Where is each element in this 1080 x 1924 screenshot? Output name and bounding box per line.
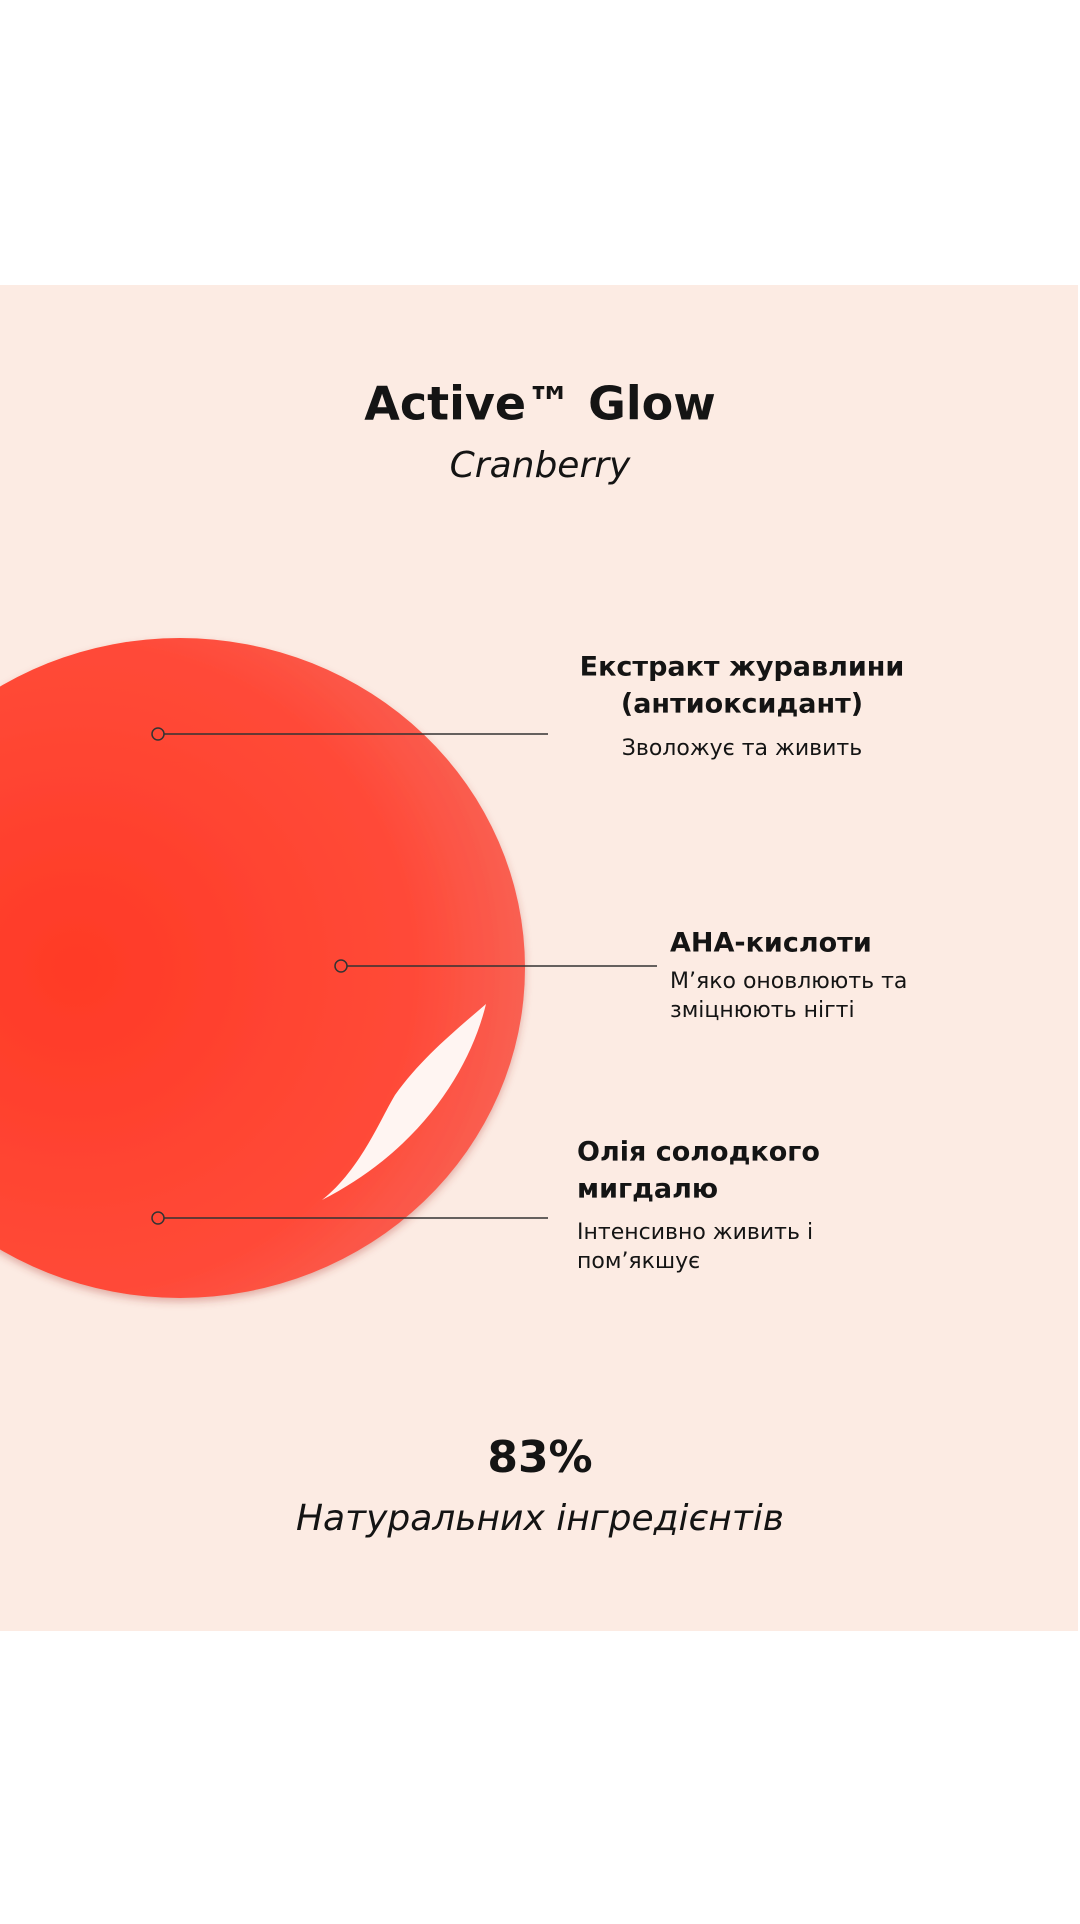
pointer-dot [151,727,165,741]
subtitle: Cranberry [450,445,631,486]
ingredient-3: Олія солодкого мигдалю Інтенсивно живить… [151,1137,820,1274]
ingredient-name: Олія солодкого [577,1137,820,1168]
ingredient-description: Зволожує та живить [622,736,862,761]
ingredient-description: зміцнюють нігті [670,998,855,1023]
ingredient-name: мигдалю [577,1174,718,1205]
ingredient-description: М’яко оновлюють та [670,969,907,994]
swatch-highlight [322,1004,486,1200]
pointer-dot [151,1211,165,1225]
stat-label: Натуральних інгредієнтів [296,1498,784,1539]
pointer-dot [334,959,348,973]
ingredient-description: пом’якшує [577,1249,700,1274]
ingredient-name: (антиоксидант) [621,689,863,720]
stat-value: 83% [487,1432,592,1483]
title: Active™ Glow [364,377,715,431]
ingredient-name: AHA-кислоти [670,928,872,959]
ingredient-description: Інтенсивно живить і [577,1220,813,1245]
ingredient-1: Екстракт журавлини (антиоксидант) Зволож… [151,652,905,761]
ingredient-2: AHA-кислоти М’яко оновлюють та зміцнюють… [334,928,907,1023]
ingredient-name: Екстракт журавлини [580,652,905,683]
